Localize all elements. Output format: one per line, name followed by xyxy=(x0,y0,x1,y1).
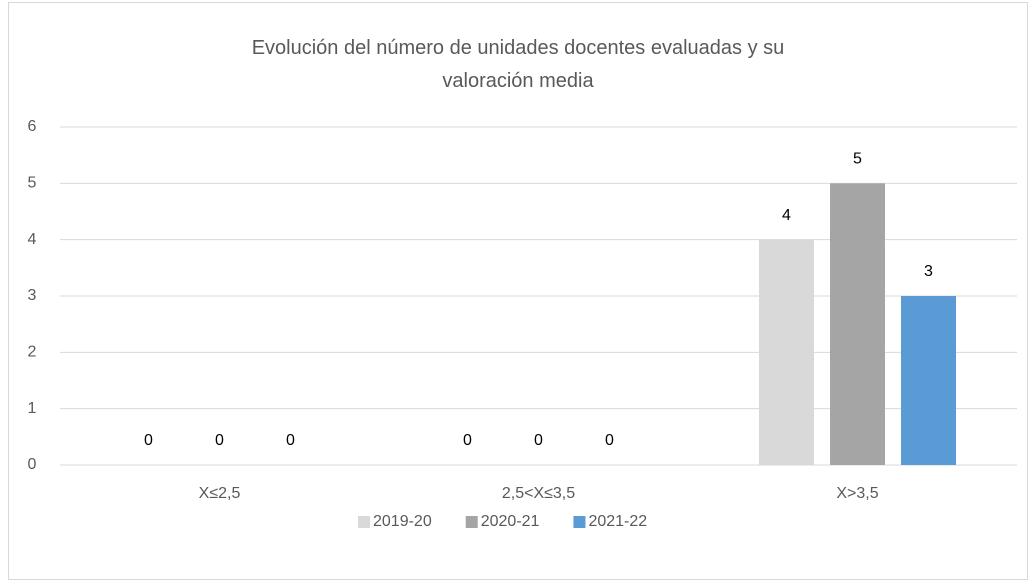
data-label: 3 xyxy=(924,263,933,280)
data-label: 0 xyxy=(605,432,614,449)
y-tick-label: 5 xyxy=(28,175,37,192)
data-label: 0 xyxy=(215,432,224,449)
data-label: 0 xyxy=(463,432,472,449)
y-tick-label: 1 xyxy=(28,400,37,417)
data-label: 0 xyxy=(144,432,153,449)
data-label: 0 xyxy=(286,432,295,449)
x-tick-label: 2,5<X≤3,5 xyxy=(502,485,575,502)
legend-swatch xyxy=(465,516,478,528)
y-tick-label: 4 xyxy=(28,231,37,248)
y-tick-label: 2 xyxy=(28,344,37,361)
legend-label: 2019-20 xyxy=(373,513,432,530)
data-label: 4 xyxy=(782,207,791,224)
data-label: 0 xyxy=(534,432,543,449)
legend-swatch xyxy=(573,516,586,528)
legend-swatch xyxy=(358,516,370,528)
legend-label: 2020-21 xyxy=(481,513,540,530)
data-label: 5 xyxy=(853,151,862,168)
y-tick-label: 3 xyxy=(28,287,37,304)
bar xyxy=(830,183,885,466)
bar xyxy=(759,239,814,465)
x-tick-label: X>3,5 xyxy=(836,485,878,502)
chart-title: Evolución del número de unidades docente… xyxy=(251,37,785,92)
bar xyxy=(901,296,956,465)
x-tick-label: X≤2,5 xyxy=(199,485,241,502)
y-tick-label: 0 xyxy=(28,456,37,473)
chart-frame xyxy=(8,2,1028,580)
legend-label: 2021-22 xyxy=(588,513,647,530)
y-tick-label: 6 xyxy=(28,118,37,135)
